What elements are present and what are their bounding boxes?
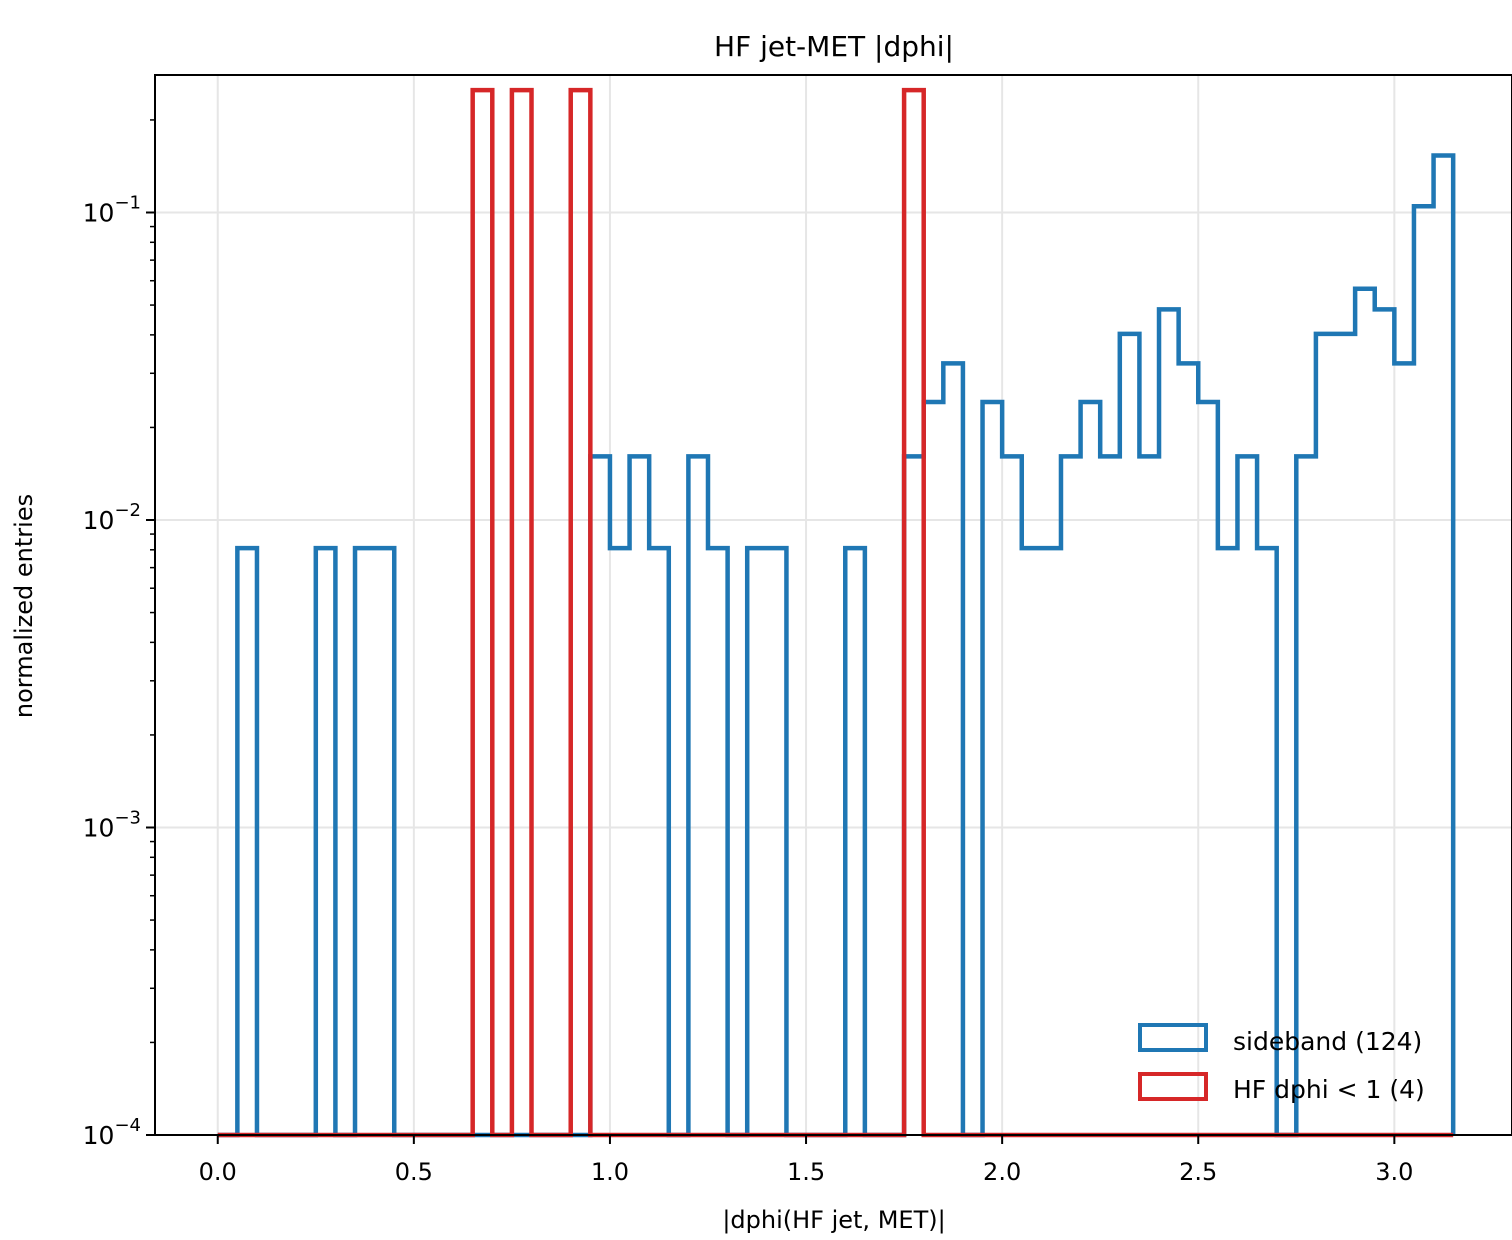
legend-swatch-sideband <box>1138 1023 1208 1052</box>
x-tick-label: 2.5 <box>1179 1158 1217 1186</box>
plot-frame <box>154 74 1512 1136</box>
legend: sideband (124) HF dphi < 1 (4) <box>1138 1023 1425 1104</box>
x-tick-label: 0.0 <box>199 1158 237 1186</box>
legend-label-hf-dphi: HF dphi < 1 (4) <box>1233 1075 1425 1104</box>
legend-swatch-hf-dphi <box>1138 1072 1208 1101</box>
x-tick-label: 1.5 <box>787 1158 825 1186</box>
axes: 0.0 0.5 1.0 1.5 2.0 2.5 3.0 10−4 10−3 10−2 10−1 <box>83 74 1512 1186</box>
x-axis-label: |dphi(HF jet, MET)| <box>722 1206 945 1234</box>
y-tick-label: 10−1 <box>83 193 141 228</box>
legend-label-sideband: sideband (124) <box>1233 1027 1422 1056</box>
y-tick-label: 10−2 <box>83 500 141 535</box>
chart-title: HF jet-MET |dphi| <box>714 30 954 63</box>
y-axis-label: normalized entries <box>10 494 38 718</box>
x-tick-label: 3.0 <box>1375 1158 1413 1186</box>
y-tick-label: 10−4 <box>83 1115 141 1150</box>
y-tick-label: 10−3 <box>83 808 141 843</box>
x-tick-label: 0.5 <box>395 1158 433 1186</box>
x-tick-label: 1.0 <box>591 1158 629 1186</box>
x-tick-label: 2.0 <box>983 1158 1021 1186</box>
